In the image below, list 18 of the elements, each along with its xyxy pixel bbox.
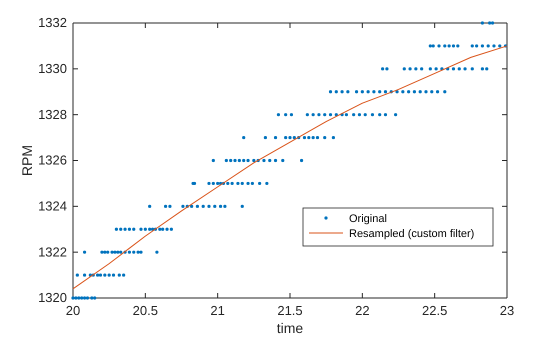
y-tick-label: 1320 — [38, 290, 67, 306]
x-tick-label: 20.5 — [132, 303, 158, 318]
y-tick-label: 1328 — [38, 106, 67, 122]
y-tick-label: 1322 — [38, 244, 67, 260]
y-tick-label: 1326 — [38, 152, 67, 168]
y-tick-label: 1332 — [38, 15, 67, 30]
y-axis-title: RPM — [19, 144, 35, 176]
legend-label: Resampled (custom filter) — [349, 228, 474, 240]
x-tick-label: 23 — [500, 303, 514, 318]
x-tick-label: 21.5 — [277, 303, 303, 318]
x-tick-label: 21 — [210, 303, 225, 318]
x-tick-label: 20 — [66, 303, 80, 318]
x-tick-label: 22 — [355, 303, 370, 318]
x-tick-label: 22.5 — [422, 303, 448, 318]
y-tick-label: 1330 — [38, 60, 67, 76]
x-axis-title: time — [276, 320, 304, 336]
legend-label: Original — [349, 213, 387, 225]
y-tick-label: 1324 — [38, 198, 67, 214]
